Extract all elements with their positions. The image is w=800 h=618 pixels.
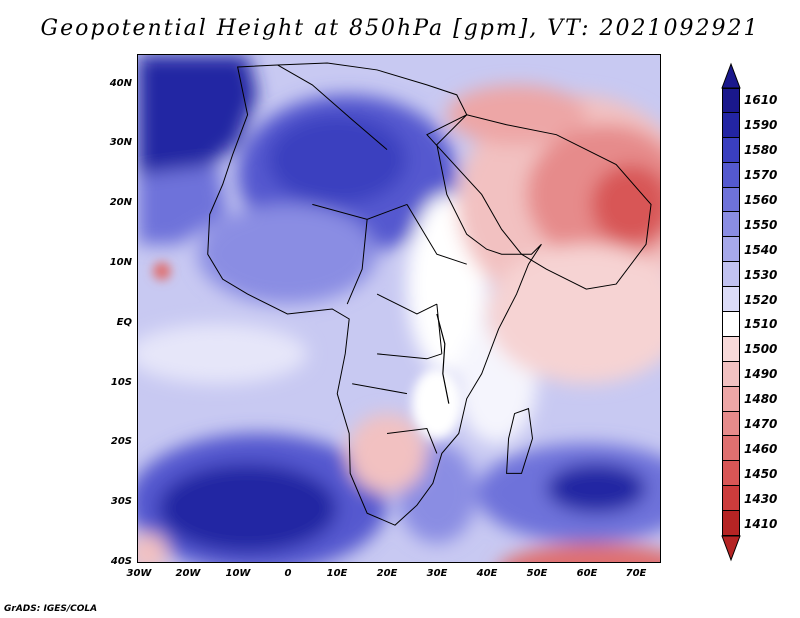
great-lakes-outline <box>436 313 450 404</box>
country-borders <box>277 64 467 454</box>
colorbar-label-1550: 1550 <box>744 217 778 232</box>
colorbar-cell-1610 <box>722 88 740 113</box>
field-blobs <box>138 55 660 562</box>
colorbar: 1610 1590 1580 1570 1560 1550 1540 1530 1520 1510… <box>721 62 792 562</box>
lon-label-10e: 10E <box>326 568 348 579</box>
grads-credit: GrADS: IGES/COLA <box>4 604 98 614</box>
colorbar-cell-1490 <box>722 361 740 387</box>
colorbar-cell-1560 <box>722 187 740 213</box>
colorbar-label-1480: 1480 <box>744 392 778 407</box>
map-panel <box>137 54 661 563</box>
colorbar-label-1520: 1520 <box>744 292 778 307</box>
colorbar-label-1530: 1530 <box>744 267 778 282</box>
lon-label-0: 0 <box>284 568 292 579</box>
colorbar-cell-1430 <box>722 486 740 512</box>
colorbar-cell-1590 <box>722 112 740 138</box>
lat-label-eq: EQ <box>116 317 132 328</box>
colorbar-cell-1550 <box>722 212 740 238</box>
lon-label-30e: 30E <box>426 568 448 579</box>
madagascar-outline <box>506 407 533 474</box>
colorbar-top-arrow <box>721 62 741 89</box>
colorbar-label-1610: 1610 <box>744 93 778 108</box>
colorbar-label-1500: 1500 <box>744 342 778 357</box>
colorbar-cell-1570 <box>722 162 740 188</box>
colorbar-label-1410: 1410 <box>744 516 778 531</box>
colorbar-cell-1480 <box>722 386 740 412</box>
lat-label-10n: 10N <box>109 257 132 268</box>
lat-label-20n: 20N <box>109 197 132 208</box>
colorbar-cell-1540 <box>722 237 740 263</box>
colorbar-label-1450: 1450 <box>744 466 778 481</box>
coastlines <box>207 62 652 526</box>
lon-label-20e: 20E <box>376 568 398 579</box>
colorbar-label-1590: 1590 <box>744 118 778 133</box>
lon-label-10w: 10W <box>225 568 251 579</box>
colorbar-cell-1580 <box>722 137 740 163</box>
colorbar-cell-1410 <box>722 511 740 536</box>
lat-label-20s: 20S <box>110 436 132 447</box>
colorbar-label-1510: 1510 <box>744 317 778 332</box>
lon-label-70e: 70E <box>625 568 647 579</box>
colorbar-cell-1530 <box>722 262 740 288</box>
colorbar-cell-1460 <box>722 436 740 462</box>
colorbar-label-1580: 1580 <box>744 143 778 158</box>
field-details <box>152 262 462 439</box>
arabia-outline <box>426 114 652 290</box>
lat-label-30s: 30S <box>110 496 132 507</box>
lon-label-30w: 30W <box>126 568 152 579</box>
colorbar-label-1430: 1430 <box>744 491 778 506</box>
lat-label-10s: 10S <box>110 377 132 388</box>
colorbar-label-1540: 1540 <box>744 242 778 257</box>
lon-label-40e: 40E <box>476 568 498 579</box>
colorbar-label-1560: 1560 <box>744 193 778 207</box>
lon-label-60e: 60E <box>576 568 598 579</box>
colorbar-label-1460: 1460 <box>744 441 778 456</box>
colorbar-cell-1500 <box>722 336 740 362</box>
lon-label-20w: 20W <box>175 568 201 579</box>
isolated-low <box>152 262 171 281</box>
colorbar-cell-1470 <box>722 411 740 437</box>
colorbar-bottom-arrow <box>721 535 741 562</box>
lat-label-40s: 40S <box>110 556 132 567</box>
lat-label-30n: 30N <box>109 137 132 148</box>
lon-label-50e: 50E <box>526 568 548 579</box>
colorbar-cell-1510 <box>722 312 740 337</box>
geopotential-field <box>138 55 660 562</box>
colorbar-label-1470: 1470 <box>744 417 778 431</box>
colorbar-svg <box>721 62 741 562</box>
colorbar-cell-1450 <box>722 461 740 487</box>
colorbar-label-1570: 1570 <box>744 168 778 183</box>
colorbar-cell-1520 <box>722 287 740 312</box>
map-title: Geopotential Height at 850hPa [gpm], VT:… <box>40 16 760 41</box>
lat-label-40n: 40N <box>109 78 132 89</box>
colorbar-label-1490: 1490 <box>744 367 778 382</box>
